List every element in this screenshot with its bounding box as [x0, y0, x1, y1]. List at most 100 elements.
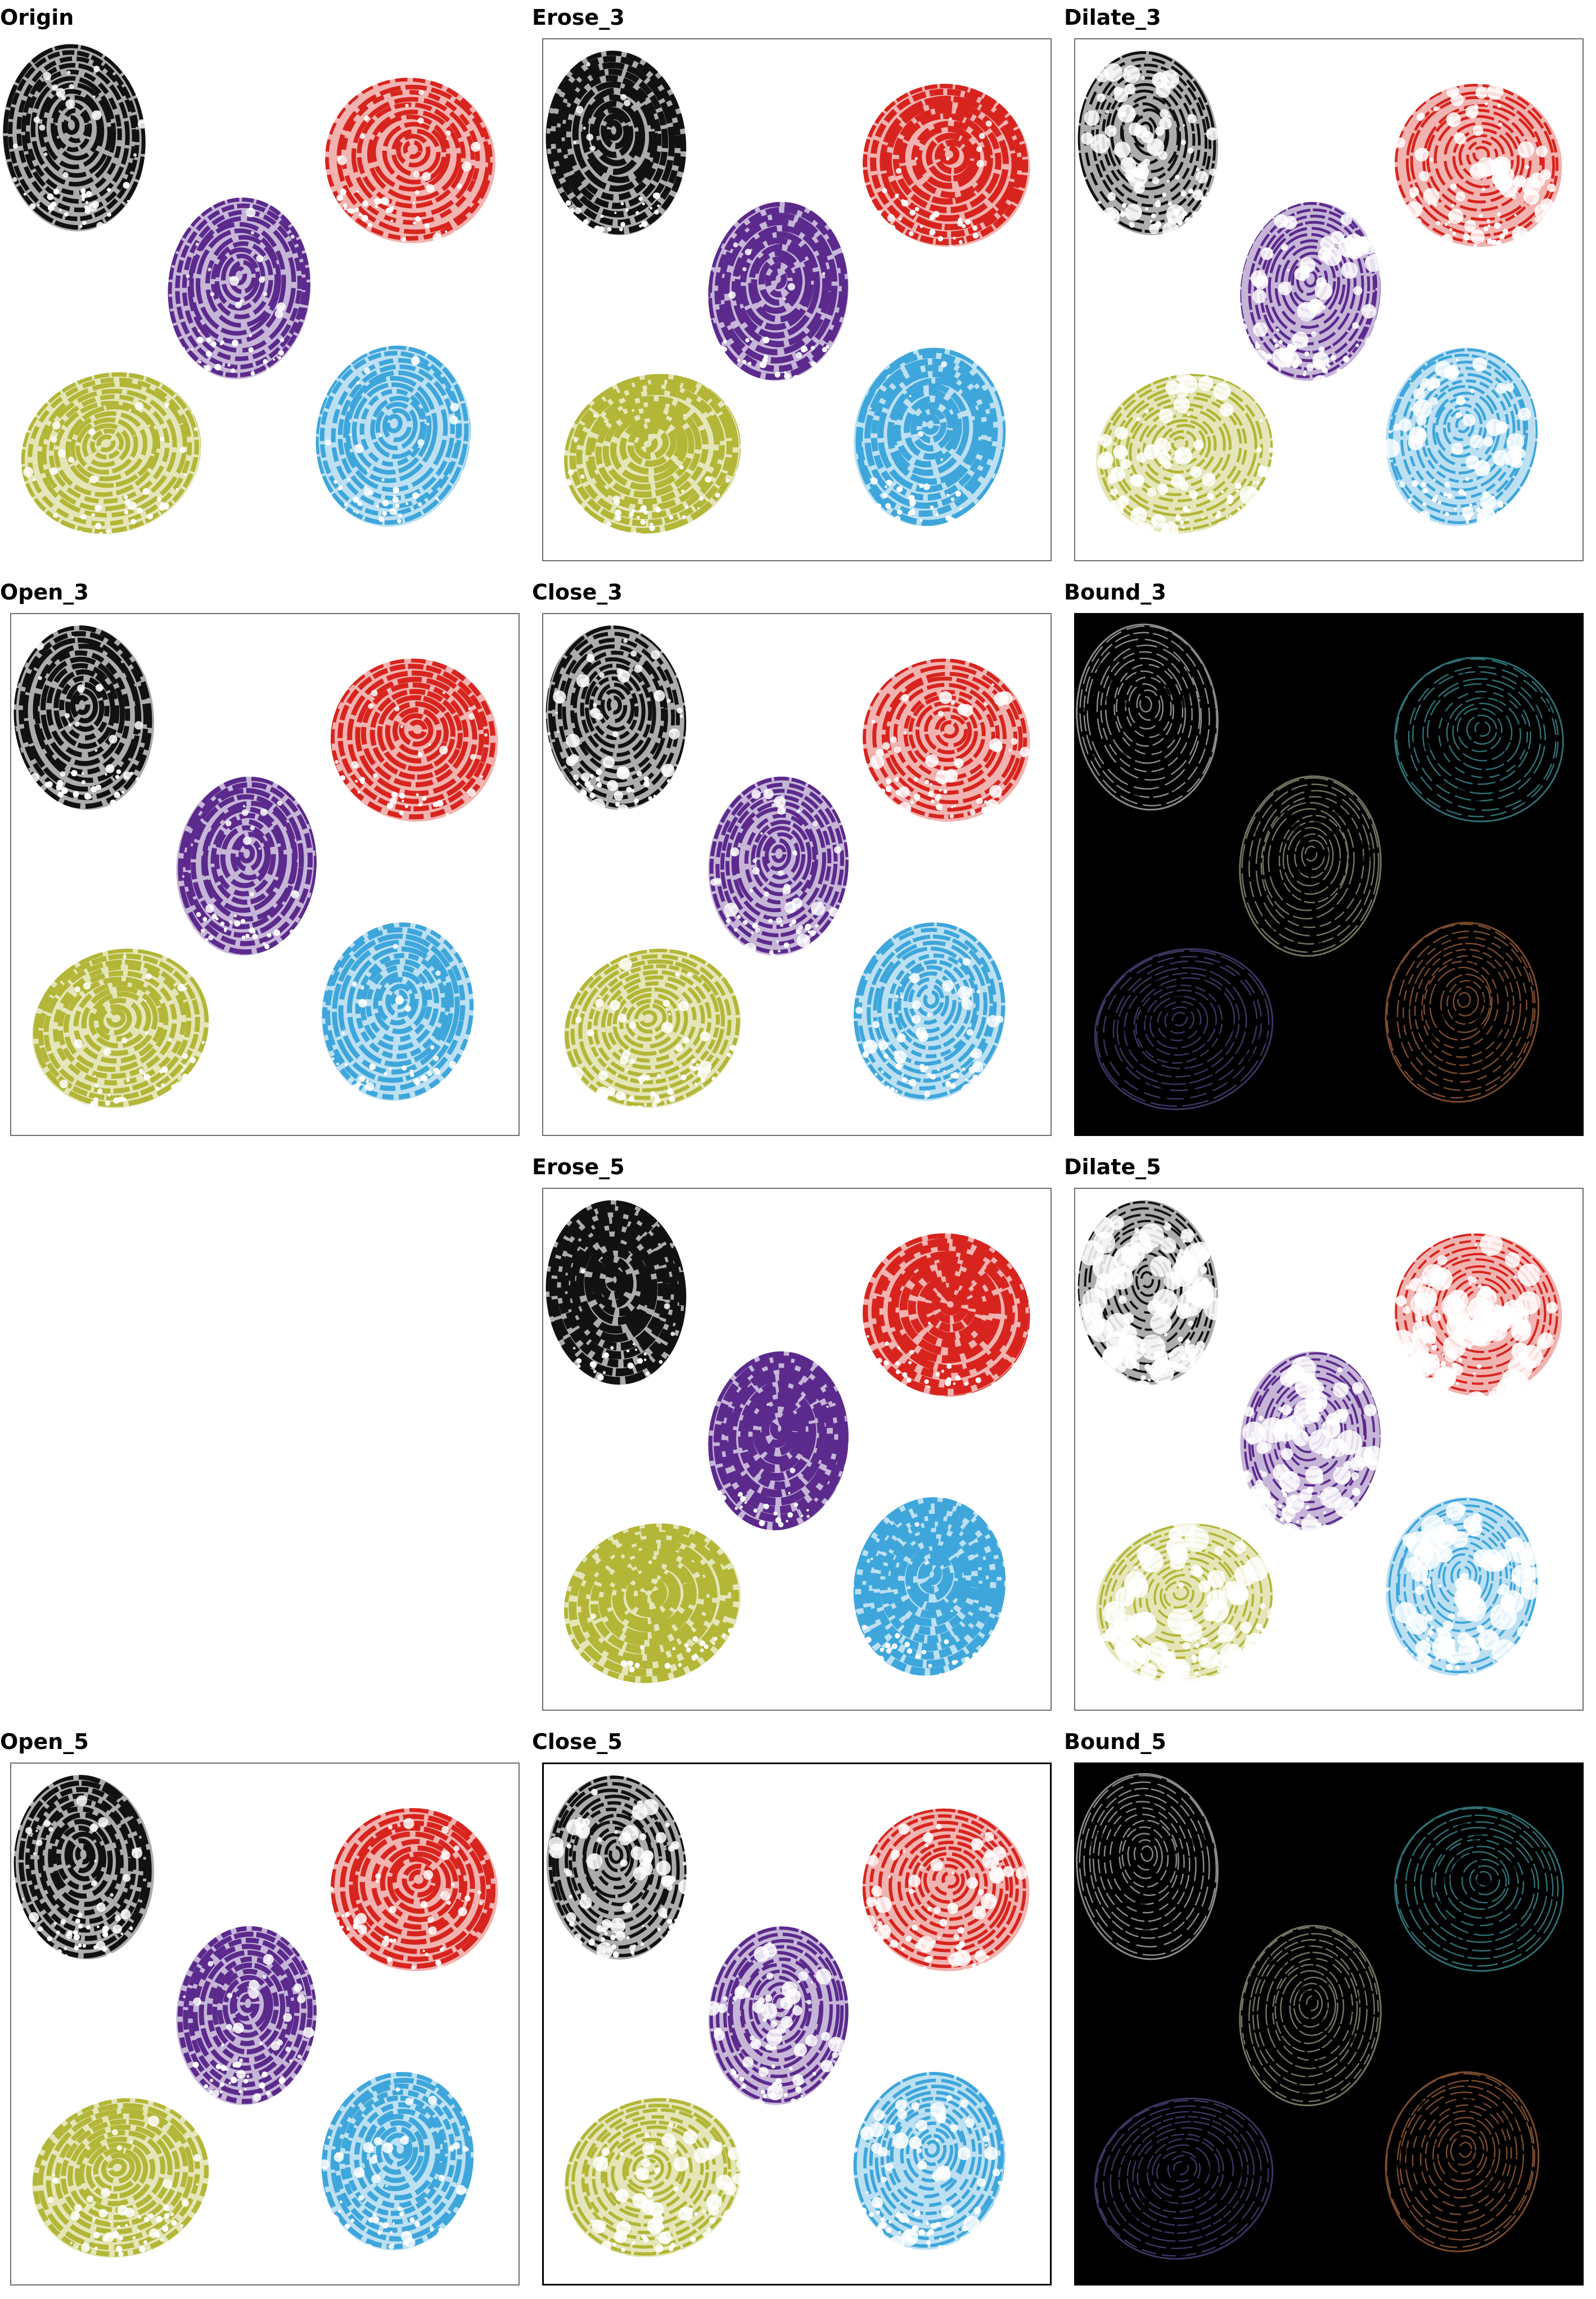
image-frame — [542, 1762, 1052, 2286]
fingerprint-olive — [554, 367, 746, 542]
panel-open5: Open_5 — [0, 1724, 520, 2287]
fingerprint-red — [858, 653, 1038, 837]
image-frame — [10, 613, 520, 1136]
image-frame — [10, 1762, 520, 2286]
fingerprint-red — [1387, 1227, 1565, 1413]
fingerprint-olive — [24, 943, 215, 1116]
fingerprint-purple — [1236, 1346, 1386, 1536]
fingerprint-image — [543, 619, 1038, 1121]
image-frame — [1074, 38, 1584, 561]
fingerprint-purple — [171, 1920, 324, 2111]
panel-erose3: Erose_3 — [532, 0, 1052, 562]
panel-title: Bound_3 — [1064, 580, 1166, 605]
fingerprint-olive — [560, 2091, 749, 2275]
panel-title: Bound_5 — [1064, 1729, 1166, 1754]
image-frame — [542, 1188, 1052, 1711]
fingerprint-blue — [847, 916, 1012, 1114]
fingerprint-image — [543, 1194, 1037, 1697]
empty-panel — [0, 1150, 516, 1712]
image-frame — [542, 613, 1052, 1136]
fingerprint-black — [1074, 1768, 1223, 1965]
fingerprint-black — [543, 619, 694, 816]
image-frame — [0, 33, 516, 561]
panel-title: Close_5 — [532, 1729, 623, 1754]
fingerprint-purple — [1237, 1921, 1387, 2111]
fingerprint-olive — [1089, 944, 1278, 1117]
fingerprint-blue — [1379, 341, 1542, 532]
fingerprint-purple — [701, 770, 853, 962]
image-frame — [1074, 1762, 1584, 2286]
fingerprint-blue — [1381, 917, 1544, 1107]
fingerprint-blue — [1379, 2066, 1541, 2264]
fingerprint-purple — [705, 1920, 855, 2111]
fingerprint-blue — [314, 915, 480, 1108]
fingerprint-olive — [556, 1515, 750, 1697]
panel-erose5: Erose_5 — [532, 1150, 1052, 1712]
fingerprint-olive — [557, 943, 747, 1121]
fingerprint-image — [11, 619, 507, 1116]
fingerprint-image — [544, 1769, 1036, 2275]
panel-open3: Open_3 — [0, 575, 520, 1137]
fingerprint-black — [11, 619, 162, 816]
fingerprint-red — [322, 1802, 507, 1983]
fingerprint-red — [318, 71, 502, 250]
fingerprint-blue — [845, 340, 1011, 534]
fingerprint-purple — [704, 196, 856, 387]
panel-title: Erose_5 — [532, 1155, 625, 1179]
panel-title: Open_5 — [0, 1729, 89, 1754]
fingerprint-red — [854, 76, 1036, 259]
fingerprint-purple — [1234, 770, 1384, 961]
fingerprint-image — [1074, 619, 1569, 1117]
fingerprint-image — [1074, 1768, 1568, 2268]
fingerprint-olive — [1092, 2093, 1281, 2268]
panel-bound5: Bound_5 — [1064, 1724, 1584, 2287]
fingerprint-image — [1075, 44, 1566, 551]
fingerprint-image — [0, 38, 502, 552]
image-frame — [542, 38, 1052, 561]
fingerprint-black — [11, 1769, 160, 1966]
panel-dilate5: Dilate_5 — [1064, 1150, 1584, 1712]
fingerprint-olive — [1092, 1515, 1287, 1705]
image-frame — [1074, 1188, 1584, 1711]
panel-origin: Origin — [0, 0, 516, 562]
fingerprint-olive — [1088, 369, 1277, 551]
fingerprint-purple — [1233, 196, 1383, 387]
fingerprint-red — [1387, 78, 1566, 256]
fingerprint-black — [544, 1769, 693, 1966]
fingerprint-purple — [701, 1345, 856, 1536]
fingerprint-image — [543, 44, 1036, 542]
panel-close5: Close_5 — [532, 1724, 1052, 2287]
fingerprint-black — [0, 38, 152, 238]
fingerprint-black — [543, 1194, 692, 1391]
fingerprint-blue — [845, 2065, 1008, 2260]
fingerprint-blue — [317, 2065, 483, 2258]
panel-title: Dilate_5 — [1064, 1155, 1161, 1179]
fingerprint-image — [11, 1769, 507, 2267]
fingerprint-red — [325, 652, 507, 830]
fingerprint-red — [858, 1803, 1036, 1989]
panel-title: Dilate_3 — [1064, 5, 1161, 30]
fingerprint-olive — [26, 2091, 218, 2267]
panel-title: Open_3 — [0, 580, 89, 605]
image-frame — [1074, 613, 1584, 1136]
panel-close3: Close_3 — [532, 575, 1052, 1137]
panel-title: Origin — [0, 5, 74, 30]
fingerprint-black — [1074, 619, 1220, 815]
fingerprint-red — [853, 1224, 1037, 1410]
fingerprint-purple — [164, 191, 318, 385]
panel-title: Erose_3 — [532, 5, 625, 30]
fingerprint-image — [1075, 1194, 1565, 1705]
fingerprint-red — [1390, 1802, 1568, 1979]
fingerprint-blue — [847, 1489, 1015, 1684]
fingerprint-black — [1075, 44, 1225, 241]
fingerprint-black — [543, 44, 694, 241]
fingerprint-red — [1390, 653, 1569, 827]
fingerprint-purple — [169, 770, 321, 962]
fingerprint-blue — [1382, 1492, 1545, 1688]
fingerprint-blue — [308, 338, 475, 534]
panel-bound3: Bound_3 — [1064, 575, 1584, 1137]
panel-title: Close_3 — [532, 580, 623, 605]
fingerprint-black — [1075, 1194, 1226, 1391]
fingerprint-olive — [12, 367, 205, 552]
panel-dilate3: Dilate_3 — [1064, 0, 1584, 562]
